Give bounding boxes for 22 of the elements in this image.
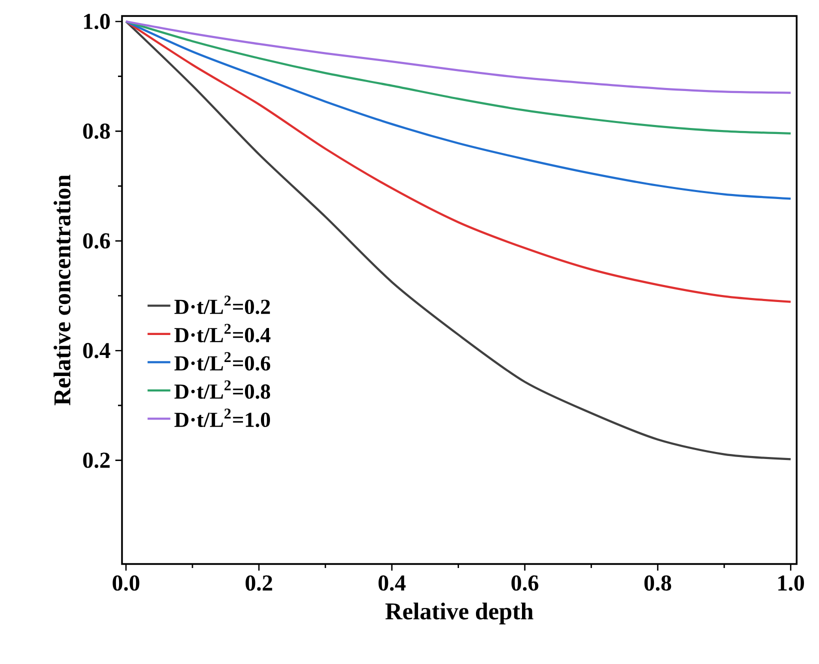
y-tick-label: 0.4	[83, 342, 110, 358]
y-tick-label: 1.0	[84, 14, 110, 30]
x-tick-label: 0.2	[246, 575, 272, 591]
x-tick-label: 1.0	[778, 575, 804, 591]
x-tick-label: 0.6	[511, 575, 538, 591]
x-tick-label: 0.0	[112, 575, 140, 591]
line-series	[124, 20, 792, 134]
legend-label: D·t/L$^{2}$=0.2	[174, 296, 270, 314]
line-series	[124, 20, 792, 200]
legend-label: D·t/L$^{2}$=0.8	[174, 380, 270, 399]
y-tick-label: 0.2	[83, 452, 110, 468]
x-axis-title: Relative depth	[385, 602, 534, 624]
y-tick-label: 0.6	[83, 233, 110, 249]
y-tick-label: 0.8	[83, 123, 110, 139]
line-series	[124, 20, 792, 460]
x-tick-label: 0.8	[644, 575, 672, 591]
legend-label: D·t/L$^{2}$=0.4	[174, 324, 270, 342]
x-tick-label: 0.4	[378, 575, 406, 591]
y-axis-title: Relative concentration	[54, 174, 70, 406]
line-series	[124, 20, 792, 94]
legend-label: D·t/L$^{2}$=0.6	[174, 352, 270, 371]
legend-label: D·t/L$^{2}$=1.0	[174, 408, 270, 428]
